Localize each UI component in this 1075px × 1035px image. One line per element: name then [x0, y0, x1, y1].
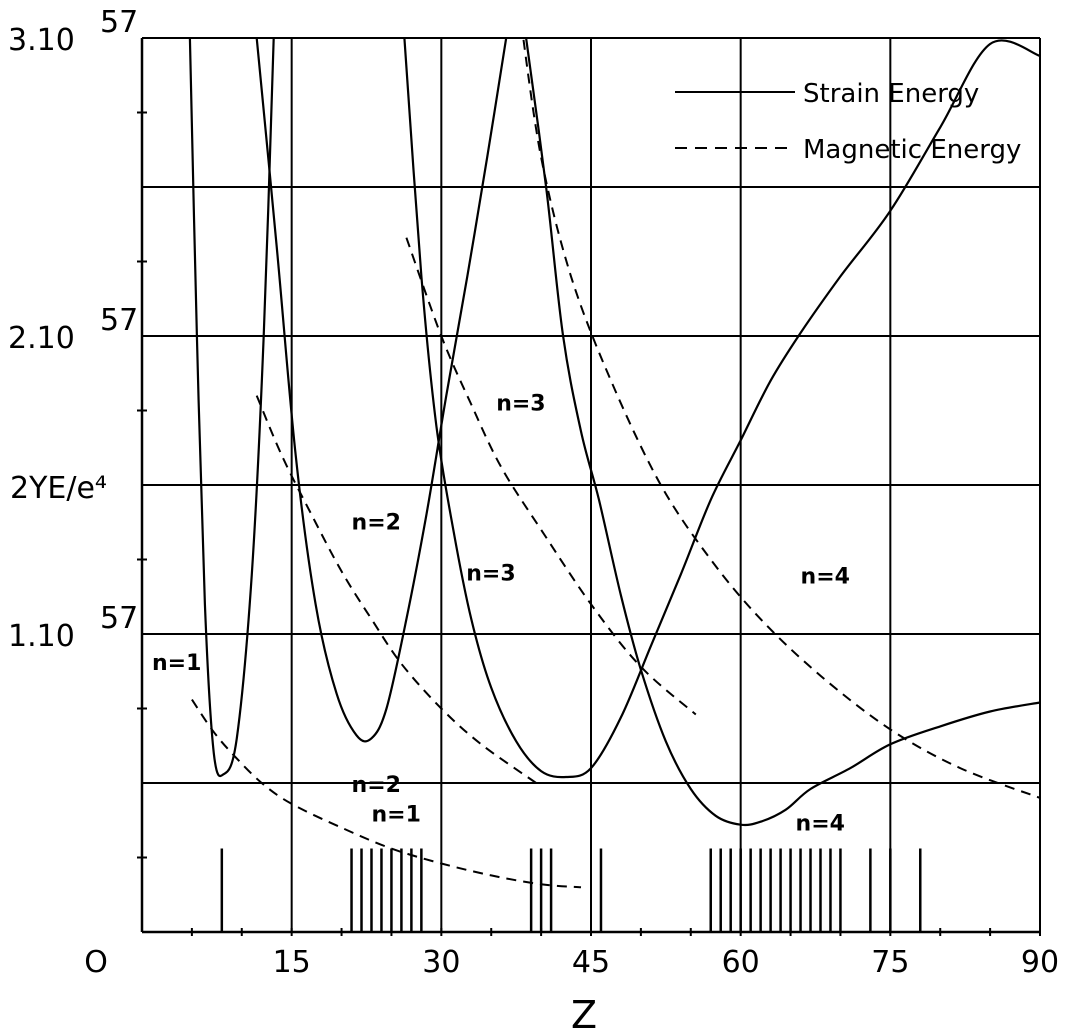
legend-label-magnetic: Magnetic Energy	[803, 135, 1021, 165]
curve-label: n=3	[466, 561, 515, 586]
curve-label: n=2	[352, 773, 401, 798]
magnetic-energy-curve-6	[255, 395, 537, 784]
y-tick-label: 2.10	[8, 321, 75, 356]
y-tick-label: 3.10	[8, 23, 75, 58]
curve-label: n=2	[352, 511, 401, 536]
x-tick-label: 45	[572, 945, 610, 980]
magnetic-energy-curve-8	[522, 38, 1041, 799]
strain-energy-curve-2	[255, 38, 508, 743]
y-tick-exponent: 57	[100, 5, 138, 40]
x-tick-label: O	[84, 945, 108, 980]
curve-label: n=4	[796, 812, 845, 837]
y-tick-label: 1.10	[8, 619, 75, 654]
strain-energy-curve-3	[403, 38, 1041, 779]
curve-label: n=4	[801, 564, 850, 589]
legend: Strain Energy Magnetic Energy	[675, 79, 1021, 165]
x-tick-label: 75	[871, 945, 909, 980]
curve-label: n=1	[371, 803, 420, 828]
magnetic-energy-curve-7	[405, 237, 697, 716]
strain-energy-curve-4	[525, 38, 1041, 827]
x-tick-label: 30	[422, 945, 460, 980]
y-axis-title: 2YE/e⁴	[10, 471, 107, 506]
magnetic-energy-curve-5	[191, 699, 582, 889]
y-tick-exponent: 57	[100, 303, 138, 338]
curves-layer	[188, 38, 1041, 889]
y-tick-exponent: 57	[100, 601, 138, 636]
x-axis-title: Z	[571, 993, 597, 1035]
curve-label: n=1	[152, 651, 201, 676]
labels-layer: O 15 30 45 60 75 90 1.10 57 2.10 57 3.10 57 n=1 n=1 n=2…	[8, 5, 1059, 980]
grid-layer	[137, 37, 1041, 936]
element-ticks-layer	[220, 848, 922, 932]
x-tick-label: 60	[722, 945, 760, 980]
x-tick-label: 15	[273, 945, 311, 980]
x-tick-label: 90	[1021, 945, 1059, 980]
legend-label-strain: Strain Energy	[803, 79, 979, 109]
strain-energy-curve-1	[188, 38, 275, 778]
curve-label: n=3	[496, 392, 545, 417]
